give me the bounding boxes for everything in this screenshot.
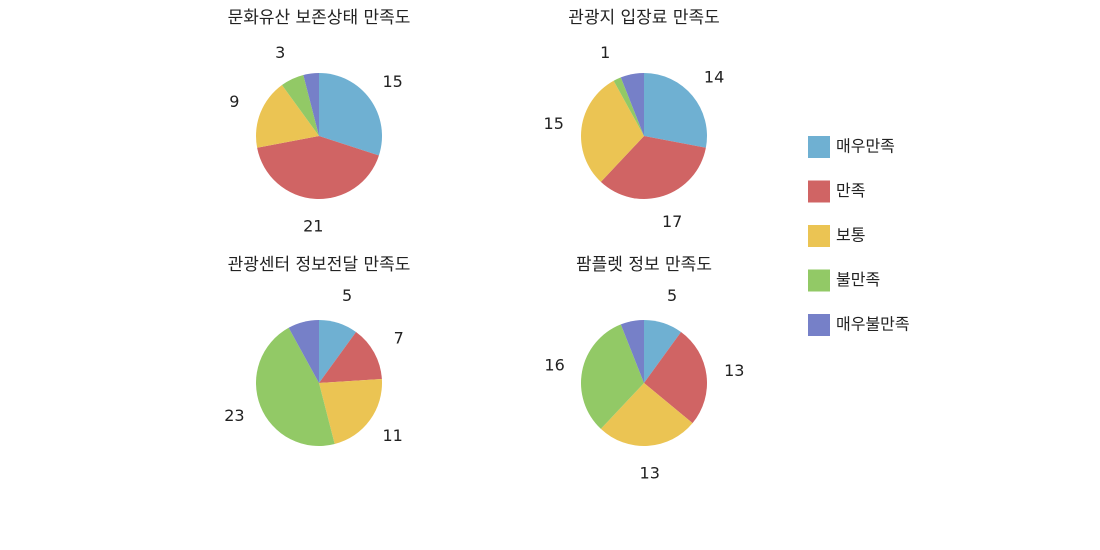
data-label: 9 [229,92,239,111]
pie-slice [255,327,335,447]
data-label: 15 [544,114,564,133]
legend-swatch [808,314,830,336]
chart-title: 문화유산 보존상태 만족도 [228,8,411,28]
chart-title: 관광지 입장료 만족도 [568,8,720,28]
data-label: 13 [640,463,660,482]
legend-swatch [808,225,830,247]
data-label: 5 [667,286,677,305]
data-label: 21 [303,216,323,235]
data-label: 11 [382,426,402,445]
pie-slice [319,320,357,383]
pie-slice [303,73,319,136]
pie-slice [281,74,319,136]
pie-slice [620,320,644,383]
pie-slice [644,73,707,148]
pie-slice [613,77,644,136]
pie-slice [256,85,319,148]
pie-slice [644,320,682,383]
pie-slice [581,324,644,429]
legend-label: 만족 [836,181,865,200]
legend-swatch [808,180,830,203]
pie-slice [257,136,379,200]
pie-slice [288,320,319,383]
data-label: 3 [275,43,285,62]
pie-slice [600,383,693,447]
pie-slice [644,332,708,424]
pie-slice [581,80,644,182]
data-label: 5 [342,286,352,305]
legend-swatch [808,136,830,158]
data-label: 14 [704,67,724,86]
data-label: 23 [224,406,244,425]
data-label: 1 [600,43,610,62]
pie-slice [319,332,382,383]
pie-slice [319,379,382,445]
data-label: 7 [394,329,404,348]
pie-slice [600,136,706,199]
data-label: 17 [662,212,682,231]
chart-title: 관광센터 정보전달 만족도 [228,255,411,275]
legend-label: 매우불만족 [836,315,910,334]
legend-swatch [808,269,830,292]
legend-label: 불만족 [836,270,880,289]
legend-label: 보통 [836,226,865,245]
legend-label: 매우만족 [836,137,895,156]
chart-title: 팜플렛 정보 만족도 [576,255,712,275]
data-label: 16 [544,355,564,374]
data-label: 15 [382,72,402,91]
pie-slice [620,73,644,136]
pie-slice [319,73,382,156]
data-label: 13 [724,361,744,380]
